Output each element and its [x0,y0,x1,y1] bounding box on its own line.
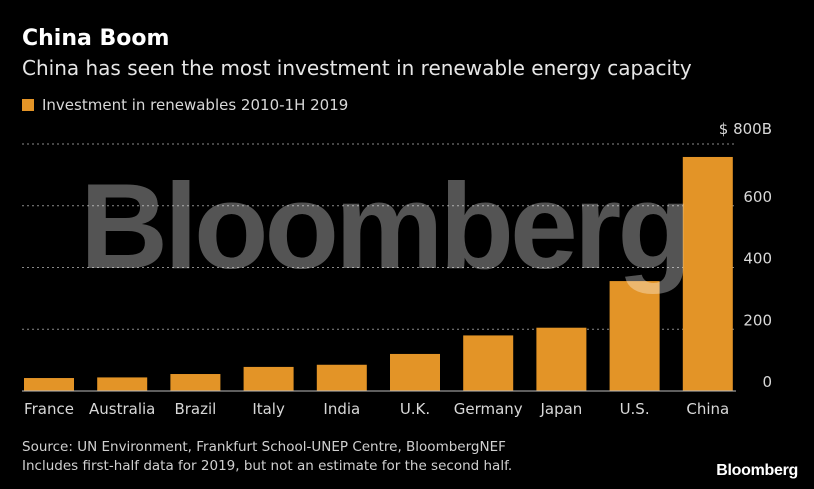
bar-japan [536,327,587,391]
x-tick-label: Australia [89,400,155,418]
footnote: Includes first-half data for 2019, but n… [22,458,513,474]
x-tick-label: U.S. [620,400,650,418]
x-tick-label: Brazil [174,400,216,418]
y-tick-label: 200 [743,311,772,329]
bar-germany [463,335,514,391]
y-tick-label: 0 [762,373,772,391]
x-tick-label: Italy [252,400,285,418]
bar-china [682,156,733,391]
x-tick-label: France [24,400,74,418]
bar-france [24,378,74,391]
chart-subtitle: China has seen the most investment in re… [22,56,692,80]
y-tick-label: 600 [743,188,772,206]
x-tick-label: U.K. [400,400,430,418]
bar-brazil [170,374,221,391]
x-tick-label: India [323,400,360,418]
x-tick-label: China [686,400,729,418]
bar-italy [243,366,294,391]
bloomberg-logo: Bloomberg [716,462,798,479]
legend-label: Investment in renewables 2010-1H 2019 [42,96,349,114]
bar-india [316,364,367,391]
bar-australia [97,377,148,391]
bar-uk [390,353,440,391]
y-tick-label: 400 [743,250,772,268]
x-tick-label: Japan [539,400,582,418]
x-tick-label: Germany [454,400,523,418]
legend: Investment in renewables 2010-1H 2019 [22,96,348,114]
legend-swatch [22,99,34,111]
bar-us [609,281,660,391]
source-note: Source: UN Environment, Frankfurt School… [22,439,506,455]
chart-title: China Boom [22,26,170,51]
y-tick-label: $ 800B [719,120,772,138]
